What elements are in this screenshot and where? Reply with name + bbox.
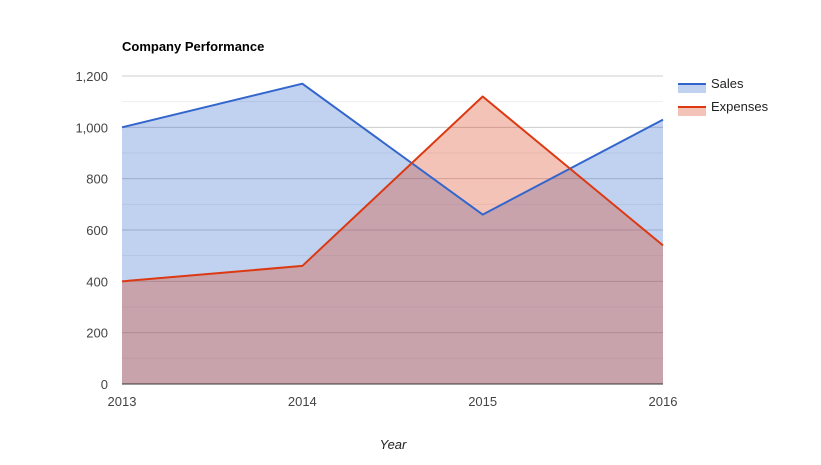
legend-label: Sales xyxy=(711,76,744,91)
y-axis-tick-labels: 0 200 400 600 800 1,000 1,200 xyxy=(75,69,108,392)
data-point-expenses[interactable] xyxy=(119,278,125,284)
data-point-sales[interactable] xyxy=(119,124,125,130)
y-tick-label: 800 xyxy=(86,172,108,187)
legend-item-expenses[interactable]: Expenses xyxy=(678,99,769,116)
data-point-sales[interactable] xyxy=(480,212,486,218)
legend-swatch xyxy=(678,107,706,116)
y-tick-label: 400 xyxy=(86,274,108,289)
y-tick-label: 200 xyxy=(86,326,108,341)
data-point-expenses[interactable] xyxy=(480,94,486,100)
x-tick-label: 2015 xyxy=(468,394,497,409)
legend-label: Expenses xyxy=(711,99,769,114)
minor-gridlines xyxy=(122,101,663,359)
major-gridlines xyxy=(122,75,663,334)
series-line-expenses[interactable] xyxy=(121,95,664,283)
x-tick-label: 2016 xyxy=(649,394,678,409)
data-point-sales[interactable] xyxy=(660,117,666,123)
legend-item-sales[interactable]: Sales xyxy=(678,76,744,93)
x-axis-title: Year xyxy=(380,437,407,452)
x-tick-label: 2014 xyxy=(288,394,317,409)
area-fills xyxy=(122,83,663,385)
legend[interactable]: Sales Expenses xyxy=(678,76,769,116)
data-point-expenses[interactable] xyxy=(660,242,666,248)
x-axis-tick-labels: 2013 2014 2015 2016 xyxy=(108,394,678,409)
x-tick-label: 2013 xyxy=(108,394,137,409)
data-point-sales[interactable] xyxy=(299,81,305,87)
y-tick-label: 0 xyxy=(101,377,108,392)
series-lines xyxy=(119,81,666,284)
series-line-sales[interactable] xyxy=(121,82,664,216)
y-tick-label: 600 xyxy=(86,223,108,238)
data-point-expenses[interactable] xyxy=(299,263,305,269)
area-fill-expenses xyxy=(122,96,663,385)
y-tick-label: 1,200 xyxy=(75,69,108,84)
legend-swatch xyxy=(678,84,706,93)
area-fill-sales xyxy=(122,83,663,384)
y-tick-label: 1,000 xyxy=(75,120,108,135)
chart-title: Company Performance xyxy=(122,39,264,54)
